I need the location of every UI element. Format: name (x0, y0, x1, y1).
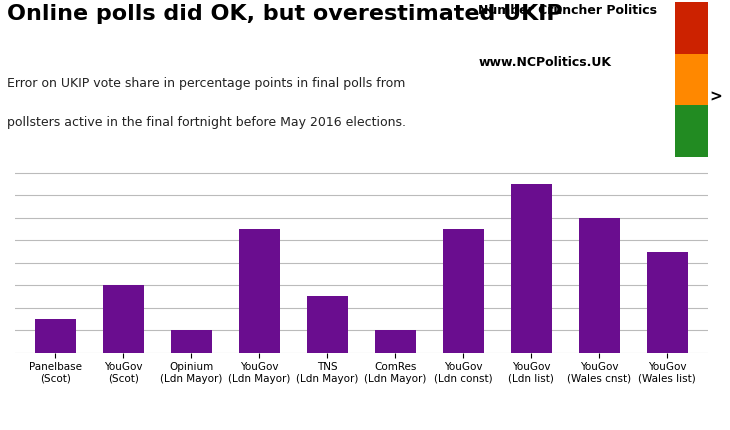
Bar (375, 330, 416, 353)
Text: www.NCPolitics.UK: www.NCPolitics.UK (478, 56, 611, 69)
Bar (239, 229, 280, 353)
Text: Number Cruncher Politics: Number Cruncher Politics (478, 4, 657, 17)
Bar (647, 252, 688, 353)
Bar (103, 285, 144, 353)
Bar (511, 184, 552, 353)
Text: >: > (710, 89, 722, 104)
Bar (35, 319, 76, 353)
Text: Error on UKIP vote share in percentage points in final polls from: Error on UKIP vote share in percentage p… (7, 77, 406, 90)
Bar (443, 229, 484, 353)
Bar (171, 330, 212, 353)
Text: pollsters active in the final fortnight before May 2016 elections.: pollsters active in the final fortnight … (7, 116, 407, 129)
Text: Online polls did OK, but overestimated UKIP: Online polls did OK, but overestimated U… (7, 4, 563, 25)
Bar (307, 296, 347, 353)
Bar (579, 218, 620, 353)
